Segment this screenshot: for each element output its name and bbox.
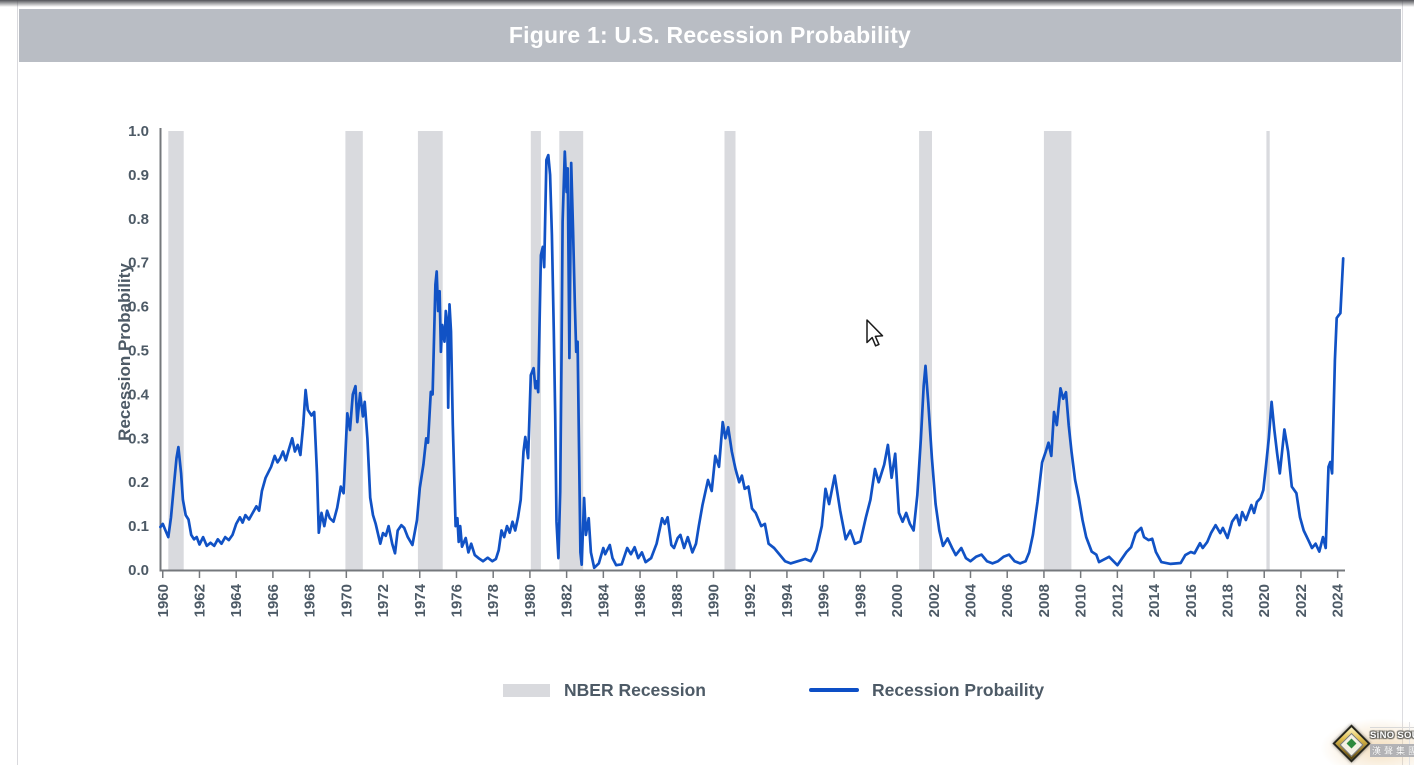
x-tick-label: 1998: [852, 584, 869, 617]
mouse-cursor-icon: [866, 319, 884, 347]
x-tick-label: 1970: [338, 584, 355, 617]
x-tick-label: 1974: [412, 583, 429, 617]
sino-sound-logo: SiNO SOUND 漢聲集團: [1320, 718, 1414, 765]
x-tick-label: 1964: [228, 583, 245, 617]
nber-recession-band: [1043, 131, 1072, 570]
x-tick-label: 2002: [926, 584, 943, 617]
figure-title-bar: Figure 1: U.S. Recession Probability: [19, 9, 1401, 62]
axes-lines: [159, 128, 1345, 572]
probability-line-swatch-icon: [809, 688, 859, 692]
x-tick-label: 2010: [1073, 584, 1090, 617]
y-tick-label: 0.5: [128, 343, 149, 360]
nber-recession-swatch-icon: [503, 683, 550, 697]
x-tick-label: 2014: [1146, 583, 1163, 617]
nber-recession-band: [559, 131, 584, 570]
nber-recession-band: [530, 131, 541, 570]
y-tick-label: 0.0: [128, 562, 149, 579]
page-top-shadow: [0, 0, 1414, 7]
nber-recession-band: [724, 131, 736, 570]
x-tick-label: 1960: [155, 584, 172, 617]
nber-recession-band: [345, 131, 363, 570]
x-tick-label: 2012: [1109, 584, 1126, 617]
x-tick-label: 1988: [669, 584, 686, 617]
legend-label-nber: NBER Recession: [564, 679, 706, 700]
x-tick-label: 2018: [1220, 584, 1237, 617]
x-tick-label: 2022: [1293, 584, 1310, 617]
x-tick-label: 2008: [1036, 584, 1053, 617]
x-tick-label: 2020: [1256, 584, 1273, 617]
legend-label-probability: Recession Probaility: [872, 679, 1045, 700]
logo-text-block: SiNO SOUND 漢聲集團: [1370, 730, 1414, 759]
y-tick-label: 0.2: [128, 474, 149, 491]
x-tick-label: 2004: [963, 583, 980, 617]
x-tick-label: 1966: [265, 584, 282, 617]
y-tick-label: 0.4: [128, 386, 150, 403]
x-tick-label: 2024: [1330, 583, 1347, 617]
x-tick-label: 1996: [816, 584, 833, 617]
x-tick-label: 1992: [742, 584, 759, 617]
x-tick-label: 1986: [632, 584, 649, 617]
y-tick-label: 0.3: [128, 430, 149, 447]
nber-recession-band: [919, 131, 932, 570]
x-tick-label: 1968: [302, 584, 319, 617]
x-tick-label: 1990: [706, 584, 723, 617]
recession-probability-line: [159, 150, 1345, 570]
figure-title: Figure 1: U.S. Recession Probability: [508, 22, 912, 48]
x-tick-label: 1980: [522, 584, 539, 617]
y-tick-label: 0.7: [128, 255, 149, 272]
x-tick-label: 2000: [889, 584, 906, 617]
logo-brand-text: SiNO SOUND: [1370, 730, 1414, 741]
x-tick-label: 1972: [375, 584, 392, 617]
x-tick-label: 1994: [779, 583, 796, 617]
page-corner-line: [1370, 727, 1414, 728]
x-tick-label: 1978: [485, 584, 502, 617]
nber-recession-band: [1266, 131, 1270, 570]
x-tick-label: 1962: [192, 584, 209, 617]
y-tick-label: 0.9: [128, 167, 149, 184]
nber-recession-band: [168, 131, 184, 570]
y-tick-label: 0.6: [128, 299, 149, 316]
logo-chinese-text: 漢聲集團: [1370, 744, 1414, 757]
x-tick-label: 1984: [595, 583, 612, 617]
chart-legend: NBER Recession Recession Probaility: [503, 679, 1044, 701]
y-tick-label: 0.8: [128, 211, 149, 228]
document-page: Figure 1: U.S. Recession Probability Rec…: [17, 0, 1403, 765]
x-tick-label: 2006: [999, 584, 1016, 617]
y-tick-label: 0.1: [128, 518, 149, 535]
x-tick-label: 1976: [449, 584, 466, 617]
nber-recession-band: [417, 131, 443, 570]
page-corner-line-vertical: [1409, 722, 1410, 765]
x-tick-label: 1982: [559, 584, 576, 617]
x-tick-label: 2016: [1183, 584, 1200, 617]
y-tick-label: 1.0: [128, 123, 149, 140]
